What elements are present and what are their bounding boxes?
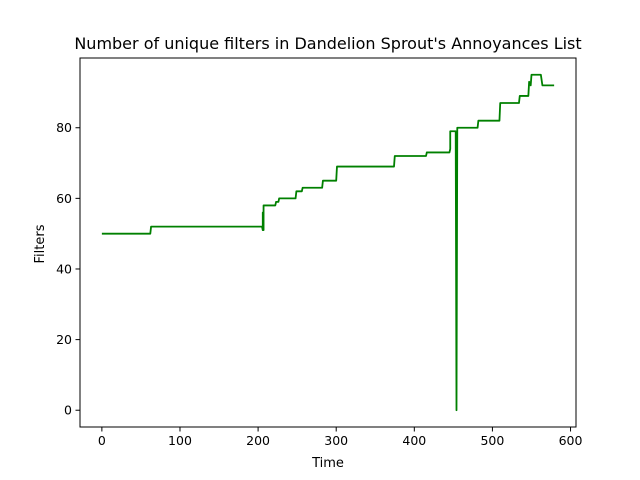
y-tick-label: 80	[56, 120, 72, 135]
y-tick-label: 20	[56, 332, 72, 347]
y-tick-label: 60	[56, 191, 72, 206]
x-tick-label: 0	[98, 433, 106, 448]
y-tick-label: 0	[64, 403, 72, 418]
x-tick-label: 600	[559, 433, 583, 448]
series-line-0	[101, 73, 555, 412]
x-tick-label: 200	[246, 433, 270, 448]
axes: 0 100 200 300 400 500 600 0 20 40 60 80	[56, 57, 583, 448]
x-tick-label: 300	[324, 433, 348, 448]
y-tick-label: 40	[56, 261, 72, 276]
plot-area	[101, 73, 555, 412]
x-axis-label: Time	[311, 456, 344, 471]
chart-title: Number of unique filters in Dandelion Sp…	[74, 34, 581, 53]
plot-frame	[79, 57, 577, 428]
x-tick-label: 400	[402, 433, 426, 448]
y-axis-label: Filters	[33, 224, 48, 263]
x-tick-label: 100	[168, 433, 192, 448]
x-tick-label: 500	[480, 433, 504, 448]
